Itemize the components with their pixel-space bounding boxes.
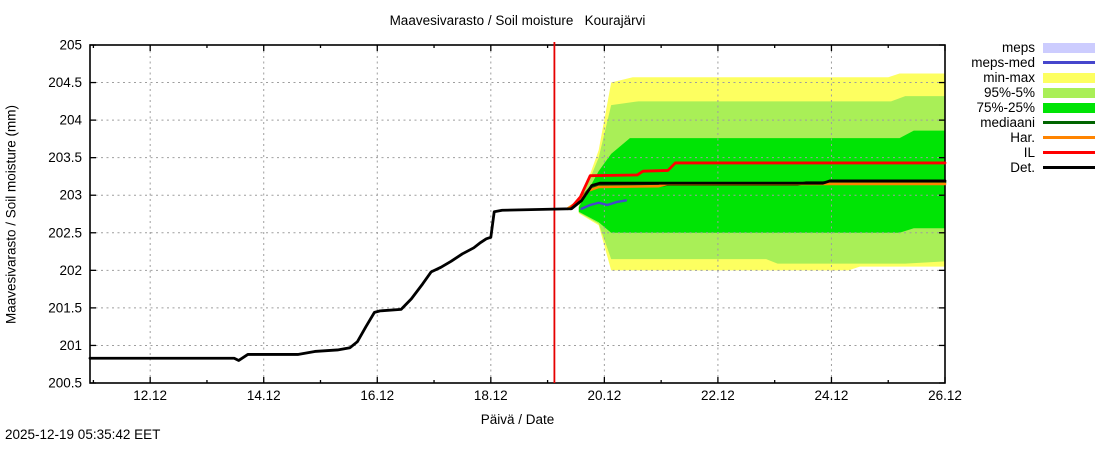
legend-label: 75%-25%: [976, 100, 1035, 115]
legend-line: [1043, 166, 1095, 169]
legend-swatch: [1043, 118, 1095, 128]
legend-item-meps-med: meps-med: [971, 55, 1095, 70]
legend-label: 95%-5%: [983, 85, 1035, 100]
legend-swatch: [1043, 163, 1095, 173]
x-tick-label: 12.12: [133, 388, 167, 403]
y-tick-label: 200.5: [48, 376, 82, 391]
legend-item-il: IL: [971, 145, 1095, 160]
y-tick-label: 202.5: [48, 225, 82, 240]
legend-label: meps: [1001, 40, 1035, 55]
x-tick-label: 16.12: [360, 388, 394, 403]
legend: meps meps-med min-max 95%-5% 75%-25% mediaani…: [971, 40, 1095, 175]
y-tick-label: 204.5: [48, 75, 82, 90]
legend-label: Har.: [1010, 130, 1035, 145]
series-meps-med: [580, 199, 628, 210]
legend-line: [1043, 61, 1095, 64]
y-tick-label: 203: [59, 188, 82, 203]
y-tick-label: 205: [59, 38, 82, 53]
x-tick-label: 26.12: [928, 388, 962, 403]
band-75%-25%: [578, 130, 945, 233]
chart-title: Maavesivarasto / Soil moisture Kourajärv…: [389, 13, 646, 28]
legend-swatch: [1043, 72, 1095, 83]
legend-item-har-: Har.: [971, 130, 1095, 145]
legend-label: mediaani: [980, 115, 1035, 130]
legend-label: meps-med: [971, 55, 1035, 70]
legend-item-min-max: min-max: [971, 70, 1095, 85]
series-Det.: [88, 179, 947, 362]
legend-swatch: [1043, 58, 1095, 68]
legend-label: Det.: [1010, 160, 1035, 175]
legend-item-95-5-: 95%-5%: [971, 85, 1095, 100]
legend-swatch: [1043, 133, 1095, 143]
plot-frame: [89, 44, 946, 384]
series-IL: [568, 161, 947, 211]
legend-line: [1043, 136, 1095, 139]
legend-swatch: [1043, 148, 1095, 158]
y-tick-label: 201: [59, 338, 82, 353]
legend-item-meps: meps: [971, 40, 1095, 55]
legend-swatch: [1043, 42, 1095, 53]
x-tick-label: 24.12: [815, 388, 849, 403]
legend-line: [1043, 151, 1095, 154]
legend-label: IL: [1023, 145, 1035, 160]
y-tick-label: 201.5: [48, 300, 82, 315]
x-tick-label: 22.12: [701, 388, 735, 403]
x-axis-label: Päivä / Date: [480, 412, 555, 427]
legend-item-mediaani: mediaani: [971, 115, 1095, 130]
legend-swatch: [1043, 102, 1095, 113]
y-tick-label: 202: [59, 263, 82, 278]
legend-swatch: [1043, 87, 1095, 98]
legend-line: [1043, 121, 1095, 124]
x-tick-label: 14.12: [247, 388, 281, 403]
generated-timestamp: 2025-12-19 05:35:42 EET: [5, 427, 161, 442]
legend-item-det-: Det.: [971, 160, 1095, 175]
legend-label: min-max: [983, 70, 1035, 85]
x-tick-label: 18.12: [474, 388, 508, 403]
x-tick-label: 20.12: [587, 388, 621, 403]
y-tick-label: 204: [59, 113, 82, 128]
y-tick-label: 203.5: [48, 150, 82, 165]
legend-item-75-25-: 75%-25%: [971, 100, 1095, 115]
